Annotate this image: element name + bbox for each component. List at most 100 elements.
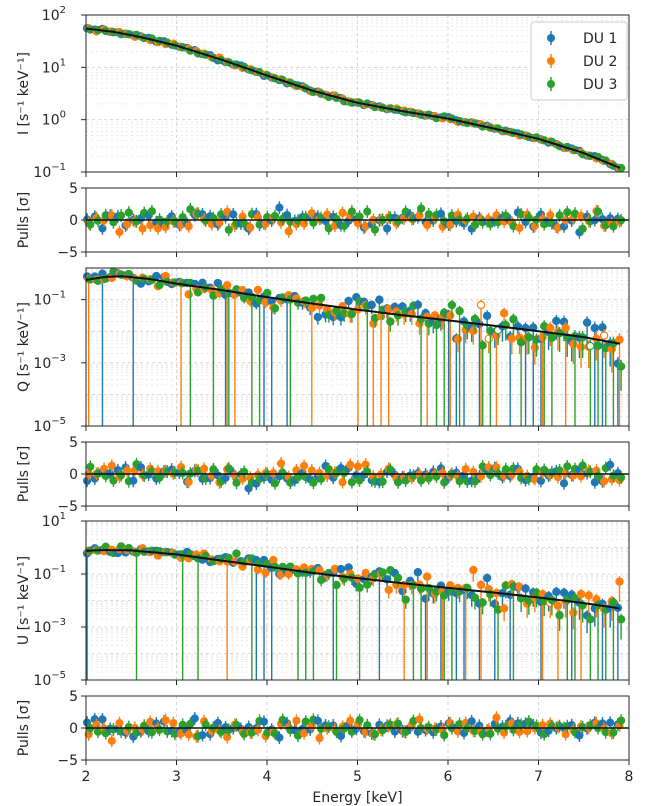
x-tick-label: 7: [534, 769, 543, 785]
data-point: [261, 568, 270, 577]
pull-point: [269, 468, 278, 478]
y-tick-label: 100: [42, 110, 66, 129]
pull-point: [578, 461, 587, 470]
pull-point: [107, 736, 116, 745]
pull-point: [446, 220, 455, 229]
data-point: [569, 339, 578, 349]
data-point: [516, 338, 526, 347]
panel-q: 10−5 10−3 10−1Q [s⁻¹ keV⁻¹]: [16, 267, 630, 435]
pull-point: [370, 225, 380, 234]
data-point: [559, 588, 569, 597]
pull-point: [501, 465, 510, 474]
pull-point: [440, 731, 449, 740]
model-curve: [85, 549, 621, 610]
data-point: [401, 595, 410, 604]
data-point: [547, 333, 557, 342]
pull-point: [123, 466, 132, 475]
pull-point: [307, 209, 316, 218]
data-point: [482, 311, 492, 320]
pull-point: [124, 208, 133, 217]
plot-frame: [85, 187, 630, 253]
plot-frame: [85, 695, 630, 761]
pull-point: [486, 470, 495, 480]
data-point: [393, 573, 403, 583]
pull-point: [440, 478, 449, 487]
pull-point: [393, 719, 403, 728]
y-tick-label: 0: [69, 467, 78, 483]
pull-point: [467, 717, 476, 726]
data-point: [413, 568, 423, 577]
pull-point: [569, 471, 578, 480]
pull-point: [415, 211, 424, 220]
data-points: [82, 267, 626, 426]
pull-point: [578, 224, 587, 233]
pull-point: [461, 465, 470, 474]
legend-marker: [547, 80, 555, 88]
data-point: [332, 580, 341, 590]
y-tick-label: 10−1: [33, 564, 66, 583]
data-point: [470, 593, 480, 602]
panel-u-pulls: −5 0 5 Pulls [σ]: [16, 689, 630, 769]
data-point: [484, 334, 493, 343]
pull-point: [246, 223, 255, 232]
data-point: [336, 564, 346, 574]
y-tick-label: 5: [69, 435, 78, 451]
pull-point: [270, 479, 280, 488]
data-point: [586, 615, 595, 624]
pull-point: [117, 211, 126, 220]
pull-point: [515, 727, 524, 736]
pull-point: [313, 716, 322, 725]
data-point: [576, 342, 586, 352]
data-point: [584, 591, 593, 600]
data-point: [553, 601, 563, 610]
pull-point: [198, 731, 207, 740]
data-point: [478, 598, 487, 607]
pull-point: [155, 473, 164, 482]
y-tick-label: 0: [69, 721, 78, 737]
data-point: [469, 565, 478, 575]
data-point: [152, 271, 161, 281]
pull-point: [486, 729, 495, 738]
data-point: [375, 295, 384, 304]
pull-point: [147, 207, 156, 216]
data-point: [586, 341, 595, 351]
data-point: [509, 315, 518, 324]
pull-point: [301, 717, 310, 726]
data-point: [263, 288, 272, 298]
y-tick-label: 5: [69, 181, 78, 197]
pull-point: [332, 214, 341, 224]
data-point: [269, 555, 278, 565]
pull-point: [229, 210, 238, 219]
pull-point: [221, 473, 230, 482]
pull-point: [238, 212, 247, 221]
pull-point: [370, 730, 380, 739]
pull-point: [284, 227, 293, 236]
y-tick-label: −5: [57, 753, 78, 769]
data-point: [499, 604, 509, 613]
data-point: [590, 323, 599, 333]
pull-point: [184, 730, 193, 739]
pull-point: [606, 460, 615, 469]
data-point: [615, 577, 624, 586]
y-tick-label: 10−5: [33, 670, 66, 689]
pull-point: [115, 227, 124, 237]
pull-point: [300, 729, 309, 738]
pull-point: [555, 211, 564, 220]
pull-point: [436, 209, 446, 218]
pull-point: [275, 203, 284, 212]
data-point: [378, 568, 387, 577]
pull-point: [153, 224, 163, 233]
data-point: [439, 591, 449, 600]
data-point: [422, 572, 432, 581]
plot-frame: [85, 441, 630, 507]
x-axis-label: Energy [keV]: [312, 790, 402, 806]
x-tick-label: 3: [172, 769, 181, 785]
data-point: [499, 309, 509, 318]
y-tick-label: 0: [69, 213, 78, 229]
data-points: [82, 711, 626, 748]
pull-point: [169, 718, 178, 728]
legend: DU 1 DU 2 DU 3: [530, 21, 628, 101]
data-point: [222, 281, 232, 290]
pull-point: [200, 464, 209, 473]
data-point: [609, 598, 618, 607]
